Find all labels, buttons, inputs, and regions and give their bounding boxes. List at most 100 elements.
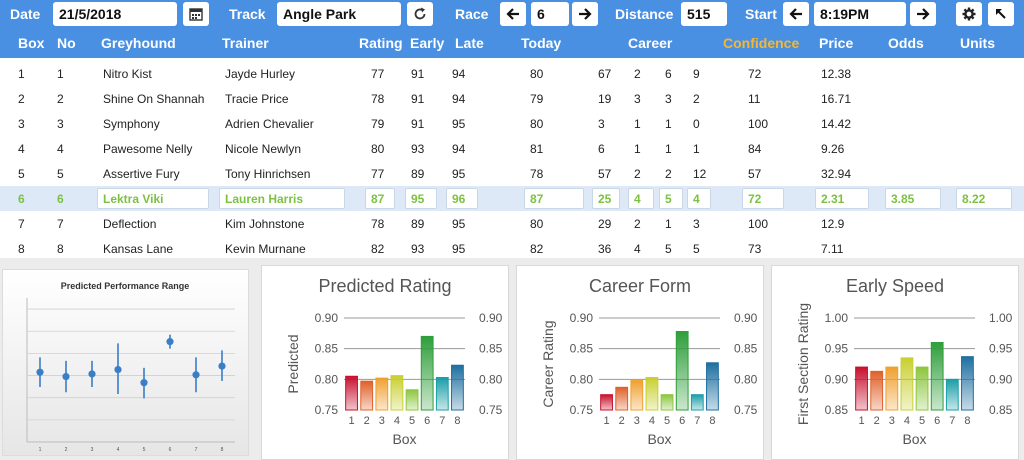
range-point-box-4[interactable]: [114, 365, 122, 374]
cell-early: 95: [411, 192, 425, 206]
gear-icon: [962, 7, 976, 21]
settings-button[interactable]: [956, 2, 982, 26]
expand-button[interactable]: [988, 2, 1014, 26]
cell-career-3: 9: [693, 67, 700, 81]
col-units[interactable]: Units: [960, 35, 995, 51]
x-axis-label: Box: [647, 431, 671, 447]
range-point-box-7[interactable]: [192, 371, 200, 379]
col-trainer[interactable]: Trainer: [222, 35, 269, 51]
bar-box-8[interactable]: [451, 364, 464, 411]
col-rating[interactable]: Rating: [359, 35, 403, 51]
bar-box-6[interactable]: [420, 335, 434, 411]
table-row[interactable]: 2 2 Shine On Shannah Tracie Price 78 91 94 79 19…: [0, 86, 1024, 111]
distance-field[interactable]: 515: [681, 2, 727, 26]
cell-today: 79: [530, 92, 544, 106]
refresh-button[interactable]: [407, 2, 433, 26]
y-tick-label: 0.90: [315, 311, 339, 325]
cell-greyhound: Kansas Lane: [103, 242, 174, 256]
bar-box-1[interactable]: [600, 394, 613, 411]
y-axis-label: First Section Rating: [795, 303, 811, 425]
bar-box-7[interactable]: [690, 394, 704, 411]
table-row[interactable]: 7 7 Deflection Kim Johnstone 78 89 95 80 29 2 1 3 10…: [0, 211, 1024, 236]
bar-box-2[interactable]: [360, 380, 374, 411]
bar-box-4[interactable]: [390, 375, 404, 411]
bar-box-8[interactable]: [706, 362, 719, 411]
cell-greyhound: Lektra Viki: [103, 192, 164, 206]
race-field[interactable]: 6: [531, 2, 569, 26]
bar-box-6[interactable]: [930, 342, 944, 411]
x-tick-label: 3: [379, 415, 385, 427]
bar-box-5[interactable]: [660, 394, 674, 411]
table-row[interactable]: 8 8 Kansas Lane Kevin Murnane 82 93 95 82 36 4 5 5 7…: [0, 236, 1024, 261]
cell-career-1: 1: [634, 142, 641, 156]
cell-greyhound: Symphony: [103, 117, 160, 131]
bar-box-3[interactable]: [375, 377, 389, 411]
range-point-box-1[interactable]: [36, 368, 44, 376]
early-speed-panel: Early Speed 1.00 1.00 0.95 0.95 0.90 0.90 0.85…: [771, 265, 1019, 460]
cell-confidence: 84: [748, 142, 762, 156]
y-tick-label: 0.90: [825, 372, 849, 386]
date-field[interactable]: 21/5/2018: [53, 2, 177, 26]
bar-box-7[interactable]: [945, 378, 959, 411]
start-prev-button[interactable]: [783, 2, 809, 26]
x-tick-label: 6: [169, 447, 172, 453]
col-price[interactable]: Price: [819, 35, 854, 51]
bar-box-3[interactable]: [630, 380, 644, 411]
bar-box-7[interactable]: [435, 376, 449, 411]
x-tick-label: 3: [634, 415, 640, 427]
bar-box-4[interactable]: [900, 357, 914, 411]
bar-box-1[interactable]: [855, 366, 868, 411]
cell-box: [628, 188, 654, 209]
range-point-box-8[interactable]: [218, 362, 226, 370]
cell-career-2: 6: [665, 67, 672, 81]
cell-box: 1: [18, 67, 25, 81]
bar-box-4[interactable]: [645, 376, 659, 411]
career-form-chart: 0.90 0.90 0.85 0.85 0.80 0.80 0.75 0.75 1 2 3 4 5 6 7 8…: [540, 311, 758, 447]
cell-career-0: 36: [598, 242, 612, 256]
track-field[interactable]: Angle Park: [277, 2, 401, 26]
table-row[interactable]: 4 4 Pawesome Nelly Nicole Newlyn 80 93 94 81 6 1 1…: [0, 136, 1024, 161]
race-prev-button[interactable]: [500, 2, 526, 26]
start-time-field[interactable]: 8:19PM: [814, 2, 906, 26]
bar-box-2[interactable]: [870, 370, 884, 411]
col-no[interactable]: No: [57, 35, 76, 51]
cell-trainer: Lauren Harris: [225, 192, 304, 206]
y-tick-label: 0.85: [825, 403, 849, 417]
cell-box: [524, 188, 584, 209]
table-row[interactable]: 3 3 Symphony Adrien Chevalier 79 91 95 80 3 1 1 0 10…: [0, 111, 1024, 136]
x-tick-label: 6: [679, 415, 685, 427]
cell-confidence: 73: [748, 242, 762, 256]
table-row-selected[interactable]: 6 6 Lektra Viki Lauren Harris 87 95 96 87 25 4 5 4 7…: [0, 186, 1024, 211]
cell-career-3: 2: [693, 92, 700, 106]
col-odds[interactable]: Odds: [888, 35, 924, 51]
bar-box-1[interactable]: [345, 375, 358, 411]
range-point-box-6[interactable]: [166, 338, 174, 346]
col-greyhound[interactable]: Greyhound: [101, 35, 176, 51]
cell-greyhound: Assertive Fury: [103, 167, 180, 181]
bar-box-8[interactable]: [961, 356, 974, 411]
cell-career-3: 5: [693, 242, 700, 256]
cell-early: 91: [411, 92, 425, 106]
start-next-button[interactable]: [910, 2, 936, 26]
table-row[interactable]: 5 5 Assertive Fury Tony Hinrichsen 77 89 95 78 5…: [0, 161, 1024, 186]
col-early[interactable]: Early: [410, 35, 445, 51]
range-point-box-2[interactable]: [62, 372, 70, 381]
col-late[interactable]: Late: [455, 35, 484, 51]
table-row[interactable]: 1 1 Nitro Kist Jayde Hurley 77 91 94 80 67 2 6 9 72 1…: [0, 61, 1024, 86]
y-tick-label: 0.95: [825, 342, 849, 356]
range-point-box-5[interactable]: [140, 379, 148, 387]
bar-box-3[interactable]: [885, 366, 899, 411]
col-confidence[interactable]: Confidence: [723, 35, 800, 51]
race-next-button[interactable]: [572, 2, 598, 26]
bar-box-6[interactable]: [675, 330, 689, 411]
bar-box-5[interactable]: [915, 366, 929, 411]
col-box[interactable]: Box: [18, 35, 45, 51]
bar-box-5[interactable]: [405, 389, 419, 411]
bar-box-2[interactable]: [615, 386, 629, 411]
col-today[interactable]: Today: [521, 35, 562, 51]
col-career[interactable]: Career: [628, 35, 673, 51]
calendar-button[interactable]: [183, 2, 209, 26]
cell-price: 12.9: [821, 217, 845, 231]
range-point-box-3[interactable]: [88, 370, 96, 378]
x-tick-label: 2: [65, 447, 68, 453]
